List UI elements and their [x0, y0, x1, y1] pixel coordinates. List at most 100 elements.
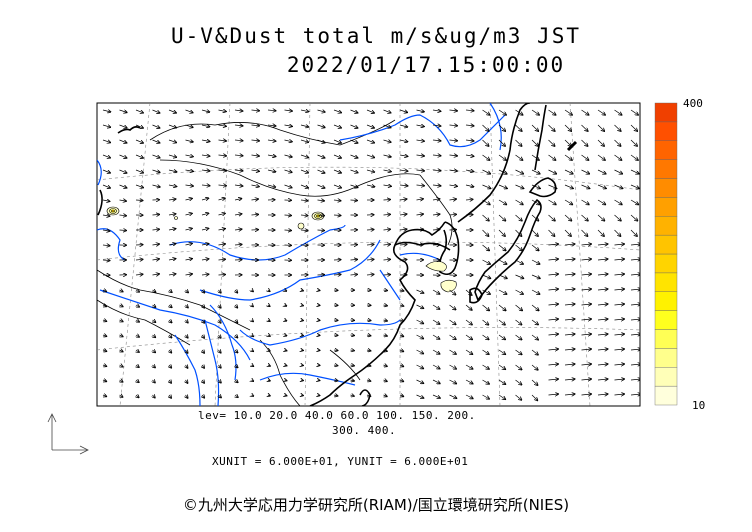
- wind-arrow: [400, 320, 404, 321]
- wind-arrow: [531, 184, 540, 189]
- wind-arrow: [300, 169, 309, 173]
- wind-arrow: [317, 169, 325, 173]
- dust-contours: [106, 206, 457, 293]
- wind-arrow: [185, 125, 194, 127]
- wind-arrow: [333, 169, 341, 173]
- wind-arrow: [531, 244, 539, 251]
- wind-arrow: [252, 335, 254, 337]
- wind-arrow: [185, 243, 193, 245]
- wind-arrow: [548, 184, 557, 189]
- wind-arrow: [548, 394, 559, 395]
- wind-arrow: [614, 379, 625, 380]
- wind-arrow: [581, 364, 592, 365]
- wind-arrow: [169, 395, 171, 398]
- wind-arrow: [581, 199, 590, 205]
- wind-arrow: [515, 304, 523, 311]
- wind-arrow: [449, 304, 456, 310]
- wind-arrow: [103, 290, 107, 292]
- wind-arrow: [201, 185, 210, 186]
- wind-arrow: [333, 395, 338, 396]
- wind-arrow: [630, 334, 640, 335]
- wind-arrow: [597, 124, 605, 131]
- wind-arrow: [285, 290, 287, 291]
- wind-arrow: [350, 335, 355, 336]
- wind-arrow: [614, 319, 625, 320]
- wind-arrow: [168, 259, 176, 260]
- wind-arrow: [251, 140, 260, 141]
- wind-arrow: [201, 259, 209, 260]
- wind-arrow: [366, 350, 371, 351]
- wind-arrow: [465, 140, 474, 141]
- wind-arrow: [432, 185, 441, 186]
- wind-arrow: [201, 213, 209, 215]
- wind-arrow: [218, 198, 226, 200]
- wind-arrow: [581, 124, 589, 131]
- wind-arrow: [251, 110, 260, 111]
- wind-arrow: [581, 394, 592, 395]
- wind-arrow: [185, 274, 193, 275]
- wind-arrow: [399, 110, 408, 113]
- colorbar-max-label: 400: [683, 97, 703, 110]
- wind-arrow: [268, 380, 270, 381]
- wind-arrow: [169, 380, 171, 383]
- wind-arrow: [120, 365, 124, 367]
- wind-arrow: [515, 334, 522, 340]
- wind-arrow: [201, 110, 210, 112]
- wind-arrow: [449, 349, 457, 354]
- wind-arrow: [515, 139, 522, 146]
- colorbar: [654, 102, 678, 406]
- wind-arrow: [252, 350, 254, 352]
- wind-arrow: [564, 214, 572, 221]
- wind-arrow: [581, 334, 592, 335]
- wind-arrow: [251, 155, 260, 156]
- wind-arrow: [383, 155, 392, 157]
- wind-arrow: [498, 319, 505, 325]
- wind-arrow: [630, 394, 640, 395]
- wind-arrow: [449, 214, 457, 215]
- wind-arrow: [301, 305, 303, 306]
- wind-arrow: [168, 229, 176, 230]
- wind-arrow: [630, 304, 640, 305]
- wind-arrow: [301, 335, 303, 336]
- wind-arrow: [350, 274, 358, 275]
- wind-arrow: [597, 109, 605, 115]
- wind-arrow: [201, 244, 209, 245]
- wind-arrow: [630, 169, 639, 174]
- wind-arrow: [300, 110, 309, 112]
- colorbar-swatch: [654, 272, 678, 292]
- wind-arrow: [498, 349, 506, 355]
- wind-arrow: [186, 365, 188, 368]
- wind-arrow: [597, 184, 606, 189]
- wind-arrow: [498, 289, 507, 294]
- wind-arrow: [399, 199, 407, 200]
- wind-arrow: [267, 110, 276, 111]
- wind-arrow: [465, 110, 474, 111]
- wind-arrow: [185, 110, 194, 113]
- wind-arrow: [120, 395, 123, 397]
- wind-arrow: [317, 230, 325, 231]
- wind-arrow: [465, 334, 473, 340]
- wind-arrow: [300, 200, 308, 201]
- wind-arrow: [564, 154, 572, 160]
- wind-arrow: [630, 274, 640, 275]
- wind-arrow: [597, 319, 608, 320]
- wind-arrow: [135, 185, 144, 188]
- wind-arrow: [202, 365, 204, 368]
- wind-arrow: [383, 214, 391, 215]
- wind-arrow: [498, 124, 506, 131]
- wind-arrow: [168, 185, 177, 187]
- wind-arrow: [186, 320, 189, 323]
- wind-arrow: [350, 185, 359, 188]
- colorbar-swatch: [654, 197, 678, 217]
- wind-arrow: [432, 170, 441, 171]
- wind-arrow: [482, 259, 491, 264]
- wind-arrow: [416, 185, 425, 186]
- wind-arrow: [564, 304, 575, 305]
- wind-arrow: [267, 125, 276, 126]
- wind-arrow: [432, 289, 440, 294]
- wind-arrow: [548, 274, 559, 275]
- wind-arrow: [581, 184, 590, 189]
- wind-arrow: [531, 259, 540, 264]
- wind-arrow: [399, 214, 407, 215]
